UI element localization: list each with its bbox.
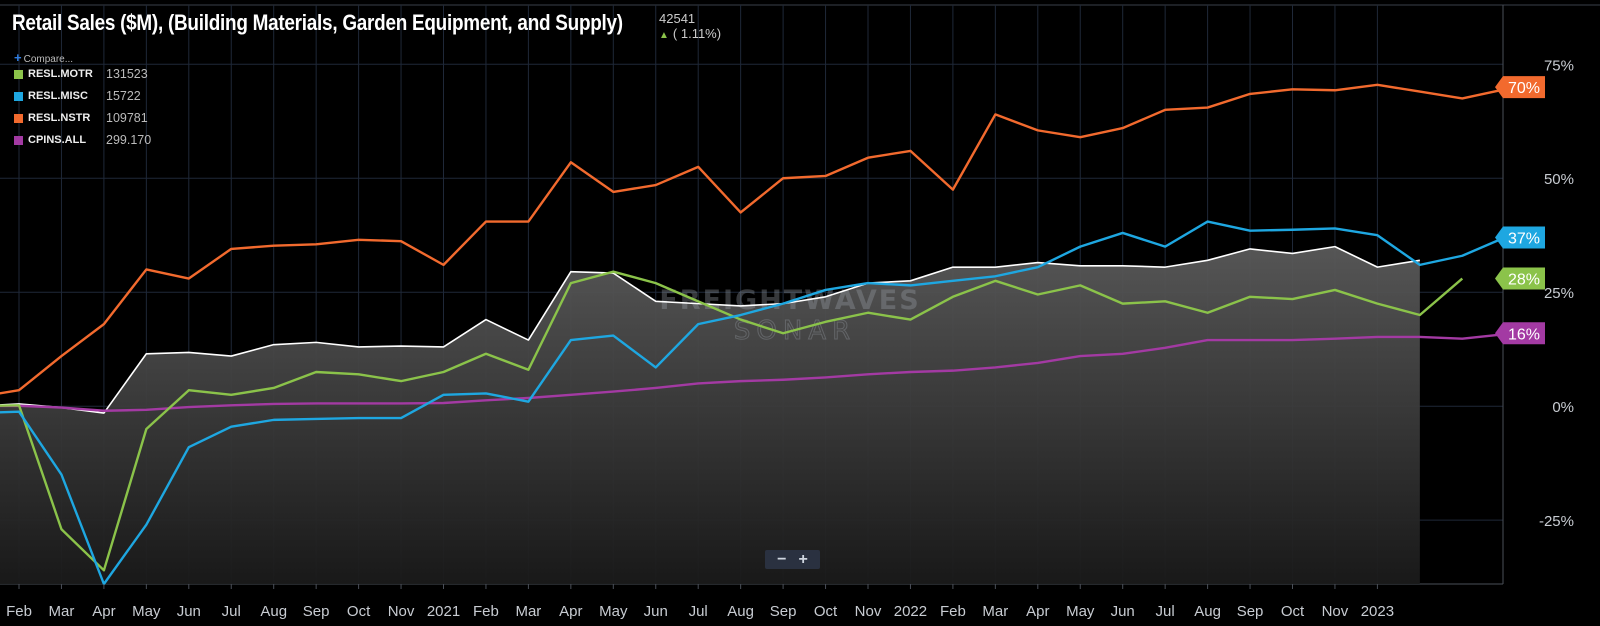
- end-label-text: 37%: [1508, 231, 1540, 248]
- series-line-resl-nstr: [0, 83, 1506, 395]
- end-label-bg: [1495, 76, 1545, 99]
- x-tick-label: 2023: [1361, 603, 1394, 620]
- end-label-bg: [1495, 267, 1545, 290]
- y-axis: 75% 50% 25% 0% -25%: [1539, 57, 1574, 530]
- end-label: 70%: [1495, 76, 1545, 99]
- series-line-cpins-all: [0, 332, 1505, 412]
- end-label: 16%: [1495, 322, 1545, 345]
- legend-swatch: [14, 69, 23, 79]
- x-tick-label: Aug: [727, 603, 754, 620]
- x-tick-label: Nov: [855, 603, 882, 620]
- up-arrow-icon: ▲: [659, 30, 669, 41]
- x-tick-label: Nov: [388, 603, 415, 620]
- x-tick-label: May: [1066, 603, 1095, 620]
- x-tick-label: Apr: [559, 603, 582, 620]
- legend-swatch: [14, 135, 23, 145]
- x-tick-label: Feb: [940, 603, 966, 620]
- x-tick-label: Jul: [222, 603, 241, 620]
- x-tick-label: Feb: [473, 603, 499, 620]
- x-tick-label: Nov: [1322, 603, 1349, 620]
- end-label: 28%: [1495, 267, 1545, 290]
- chart-title: Retail Sales ($M), (Building Materials, …: [12, 10, 623, 35]
- x-tick-label: Jul: [1156, 603, 1175, 620]
- x-tick-label: May: [132, 603, 161, 620]
- x-tick-label: Feb: [6, 603, 32, 620]
- legend-code: CPINS.ALL: [28, 134, 87, 146]
- x-tick-label: Mar: [982, 603, 1008, 620]
- zoom-in-button[interactable]: +: [798, 550, 808, 568]
- y-tick-label: 0%: [1552, 399, 1574, 416]
- main-series-area-fill: [0, 246, 1420, 584]
- main-series-change: ▲( 1.11%): [659, 26, 721, 41]
- x-tick-label: May: [599, 603, 628, 620]
- compare-label: Compare...: [23, 54, 74, 65]
- end-label: 37%: [1495, 226, 1545, 249]
- x-tick-label: Jun: [177, 603, 201, 620]
- x-tick-label: Jun: [1111, 603, 1135, 620]
- legend-swatch: [14, 91, 23, 101]
- x-tick-label: Jul: [689, 603, 708, 620]
- legend-value: 131523: [106, 67, 148, 81]
- y-tick-label: 75%: [1544, 57, 1574, 74]
- x-tick-label: Jun: [644, 603, 668, 620]
- x-axis: Feb Mar Apr May Jun Jul Aug Sep Oct Nov 2021 Feb Mar…: [6, 584, 1394, 620]
- legend-code: RESL.NSTR: [28, 112, 91, 124]
- end-label-text: 70%: [1508, 80, 1540, 97]
- y-tick-label: 50%: [1544, 171, 1574, 188]
- plus-icon: +: [14, 50, 22, 65]
- x-tick-label: Apr: [92, 603, 115, 620]
- end-label-text: 16%: [1508, 326, 1540, 343]
- legend-value: 299.170: [106, 133, 152, 147]
- legend-swatch: [14, 113, 23, 123]
- series-line-resl-motr: [0, 270, 1464, 572]
- x-tick-label: Sep: [770, 603, 797, 620]
- compare-button[interactable]: + Compare...: [14, 50, 73, 65]
- legend-code: RESL.MOTR: [28, 68, 93, 80]
- main-series-area: [0, 246, 1420, 584]
- zoom-out-button[interactable]: −: [777, 550, 787, 568]
- legend-value: 15722: [106, 89, 141, 103]
- x-tick-label: Oct: [814, 603, 838, 620]
- end-label-bg: [1495, 322, 1545, 345]
- series-line-retail-sales-m-building-materials-garden: [0, 245, 1420, 414]
- x-tick-label: 2021: [427, 603, 460, 620]
- legend: RESL.MOTR 131523 RESL.MISC 15722 RESL.NS…: [14, 63, 151, 151]
- end-value-labels: 70% 37% 28% 16%: [1495, 76, 1545, 345]
- x-tick-label: Aug: [1194, 603, 1221, 620]
- legend-item[interactable]: RESL.MOTR 131523: [14, 63, 151, 85]
- legend-value: 109781: [106, 111, 148, 125]
- legend-item[interactable]: RESL.MISC 15722: [14, 85, 151, 107]
- series-lines: [0, 83, 1506, 586]
- series-line-resl-misc: [0, 220, 1506, 586]
- x-tick-label: Oct: [347, 603, 371, 620]
- x-tick-label: Mar: [49, 603, 75, 620]
- y-tick-label: -25%: [1539, 513, 1574, 530]
- legend-code: RESL.MISC: [28, 90, 88, 102]
- end-label-bg: [1495, 226, 1545, 249]
- x-tick-label: Aug: [260, 603, 287, 620]
- x-tick-label: Sep: [1237, 603, 1264, 620]
- x-tick-label: Oct: [1281, 603, 1305, 620]
- main-series-change-text: ( 1.11%): [672, 26, 722, 41]
- x-tick-label: Apr: [1026, 603, 1049, 620]
- legend-item[interactable]: RESL.NSTR 109781: [14, 107, 151, 129]
- main-series-value: 42541: [659, 11, 696, 26]
- legend-item[interactable]: CPINS.ALL 299.170: [14, 129, 151, 151]
- x-tick-label: Mar: [515, 603, 541, 620]
- x-tick-label: Sep: [303, 603, 330, 620]
- x-tick-label: 2022: [894, 603, 927, 620]
- end-label-text: 28%: [1508, 272, 1540, 289]
- zoom-control: − +: [765, 550, 820, 569]
- y-tick-label: 25%: [1544, 285, 1574, 302]
